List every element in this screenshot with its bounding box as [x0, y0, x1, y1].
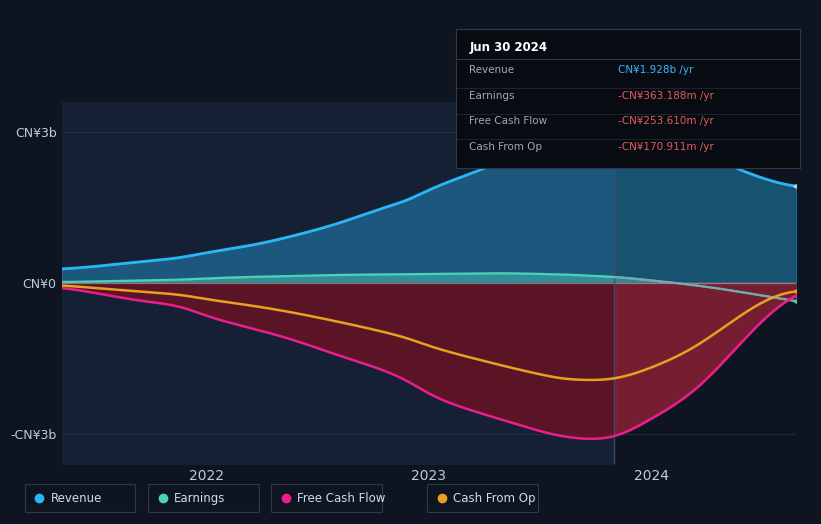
Text: Revenue: Revenue [51, 492, 103, 505]
Text: Free Cash Flow: Free Cash Flow [470, 116, 548, 126]
Text: Cash From Op: Cash From Op [470, 142, 543, 152]
Text: Earnings: Earnings [470, 91, 515, 101]
Text: Revenue: Revenue [470, 65, 515, 75]
Text: -CN¥170.911m /yr: -CN¥170.911m /yr [617, 142, 713, 152]
Text: -CN¥253.610m /yr: -CN¥253.610m /yr [617, 116, 713, 126]
Text: Free Cash Flow: Free Cash Flow [297, 492, 386, 505]
Text: -CN¥363.188m /yr: -CN¥363.188m /yr [617, 91, 713, 101]
Text: Cash From Op: Cash From Op [453, 492, 535, 505]
Text: Earnings: Earnings [174, 492, 226, 505]
Text: Past: Past [764, 122, 790, 135]
Text: CN¥1.928b /yr: CN¥1.928b /yr [617, 65, 693, 75]
Text: Jun 30 2024: Jun 30 2024 [470, 41, 548, 54]
